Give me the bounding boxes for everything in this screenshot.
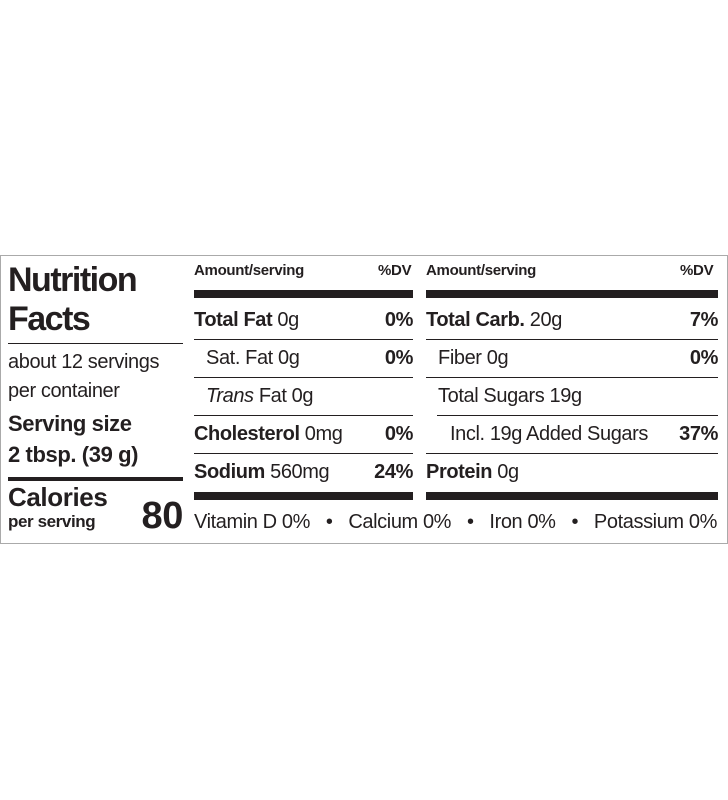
nutrient-row: Total Sugars 19g <box>426 377 718 415</box>
calories-sublabel: per serving <box>8 512 96 531</box>
divider <box>426 339 718 340</box>
vitamin: Potassium 0% <box>593 511 717 533</box>
nutrient-amount: 0g <box>486 347 509 369</box>
nutrient-row: Total Carb. 20g 7% <box>426 301 718 339</box>
title: Nutrition Facts <box>8 261 138 338</box>
nutrient-column: Total Fat 0g 0% Sat. Fat 0g 0% Trans Fat 0… <box>194 0 413 800</box>
divider <box>194 339 413 340</box>
nutrient-name: Total Sugars <box>438 385 545 407</box>
nutrient-row: Sat. Fat 0g 0% <box>194 339 413 377</box>
divider <box>194 453 413 454</box>
calories-value: 80 <box>141 495 184 537</box>
vitamin: Vitamin D 0% <box>194 511 310 533</box>
nutrient-dv: 0% <box>384 347 414 369</box>
nutrient-row: Cholesterol 0mg 0% <box>194 415 413 453</box>
nutrient-name: Total Fat <box>194 309 273 331</box>
nutrient-row: Sodium 560mg 24% <box>194 453 413 491</box>
bullet: • <box>325 511 333 533</box>
vitamin: Calcium 0% <box>348 511 452 533</box>
nutrient-name: Total Carb. <box>426 309 525 331</box>
nutrient-name: Sat. Fat <box>206 347 273 369</box>
nutrient-name: Fiber <box>438 347 482 369</box>
divider <box>8 343 183 344</box>
nutrient-row: Fiber 0g 0% <box>426 339 718 377</box>
header-amount: Amount/serving <box>194 262 304 279</box>
nutrient-row: Trans Fat 0g <box>194 377 413 415</box>
nutrient-name: Incl. 19g Added Sugars <box>450 423 649 445</box>
divider <box>426 453 718 454</box>
bullet: • <box>466 511 474 533</box>
servings: per container <box>8 380 120 402</box>
vitamins: Vitamin D 0% • Calcium 0% • Iron 0% • Potas… <box>194 508 717 536</box>
nutrient-dv: 24% <box>374 461 413 483</box>
serving-size-value: 2 tbsp. (39 g) <box>8 442 139 467</box>
nutrient-dv: 0% <box>384 423 414 445</box>
calories-label: Calories <box>8 482 108 512</box>
bar <box>426 290 718 298</box>
nutrient-name: Cholesterol <box>194 423 300 445</box>
nutrient-amount: 0g <box>497 461 519 483</box>
nutrient-amount: Fat 0g <box>258 385 314 407</box>
nutrient-name: Trans <box>206 385 254 407</box>
nutrient-row: Incl. 19g Added Sugars 37% <box>426 415 718 453</box>
nutrient-amount: 19g <box>549 385 583 407</box>
bar <box>426 492 718 500</box>
nutrient-amount: 0mg <box>304 423 343 445</box>
bullet: • <box>571 511 579 533</box>
divider <box>194 415 413 416</box>
header-amount: Amount/serving <box>426 262 536 279</box>
bar <box>194 290 413 298</box>
vitamin: Iron 0% <box>489 511 556 533</box>
nutrient-column: Total Carb. 20g 7% Fiber 0g 0% Total Sugar… <box>426 0 718 800</box>
nutrient-dv: 7% <box>689 309 719 331</box>
nutrient-row: Total Fat 0g 0% <box>194 301 413 339</box>
divider <box>426 377 718 378</box>
nutrient-amount: 560mg <box>270 461 330 483</box>
nutrient-name: Protein <box>426 461 493 483</box>
nutrient-amount: 0g <box>278 347 300 369</box>
header-dv: %DV <box>378 262 412 279</box>
servings: about 12 servings <box>8 351 160 373</box>
nutrient-amount: 0g <box>277 309 299 331</box>
divider <box>437 415 718 416</box>
nutrient-dv: 0% <box>384 309 414 331</box>
serving-size-label: Serving size <box>8 411 132 436</box>
nutrient-amount: 20g <box>529 309 563 331</box>
nutrient-name: Sodium <box>194 461 265 483</box>
divider <box>194 377 413 378</box>
nutrient-row: Protein 0g <box>426 453 718 491</box>
divider <box>8 477 183 481</box>
header-dv: %DV <box>680 262 714 279</box>
bar <box>194 492 413 500</box>
nutrient-dv: 0% <box>689 347 719 369</box>
nutrient-dv: 37% <box>679 423 718 445</box>
